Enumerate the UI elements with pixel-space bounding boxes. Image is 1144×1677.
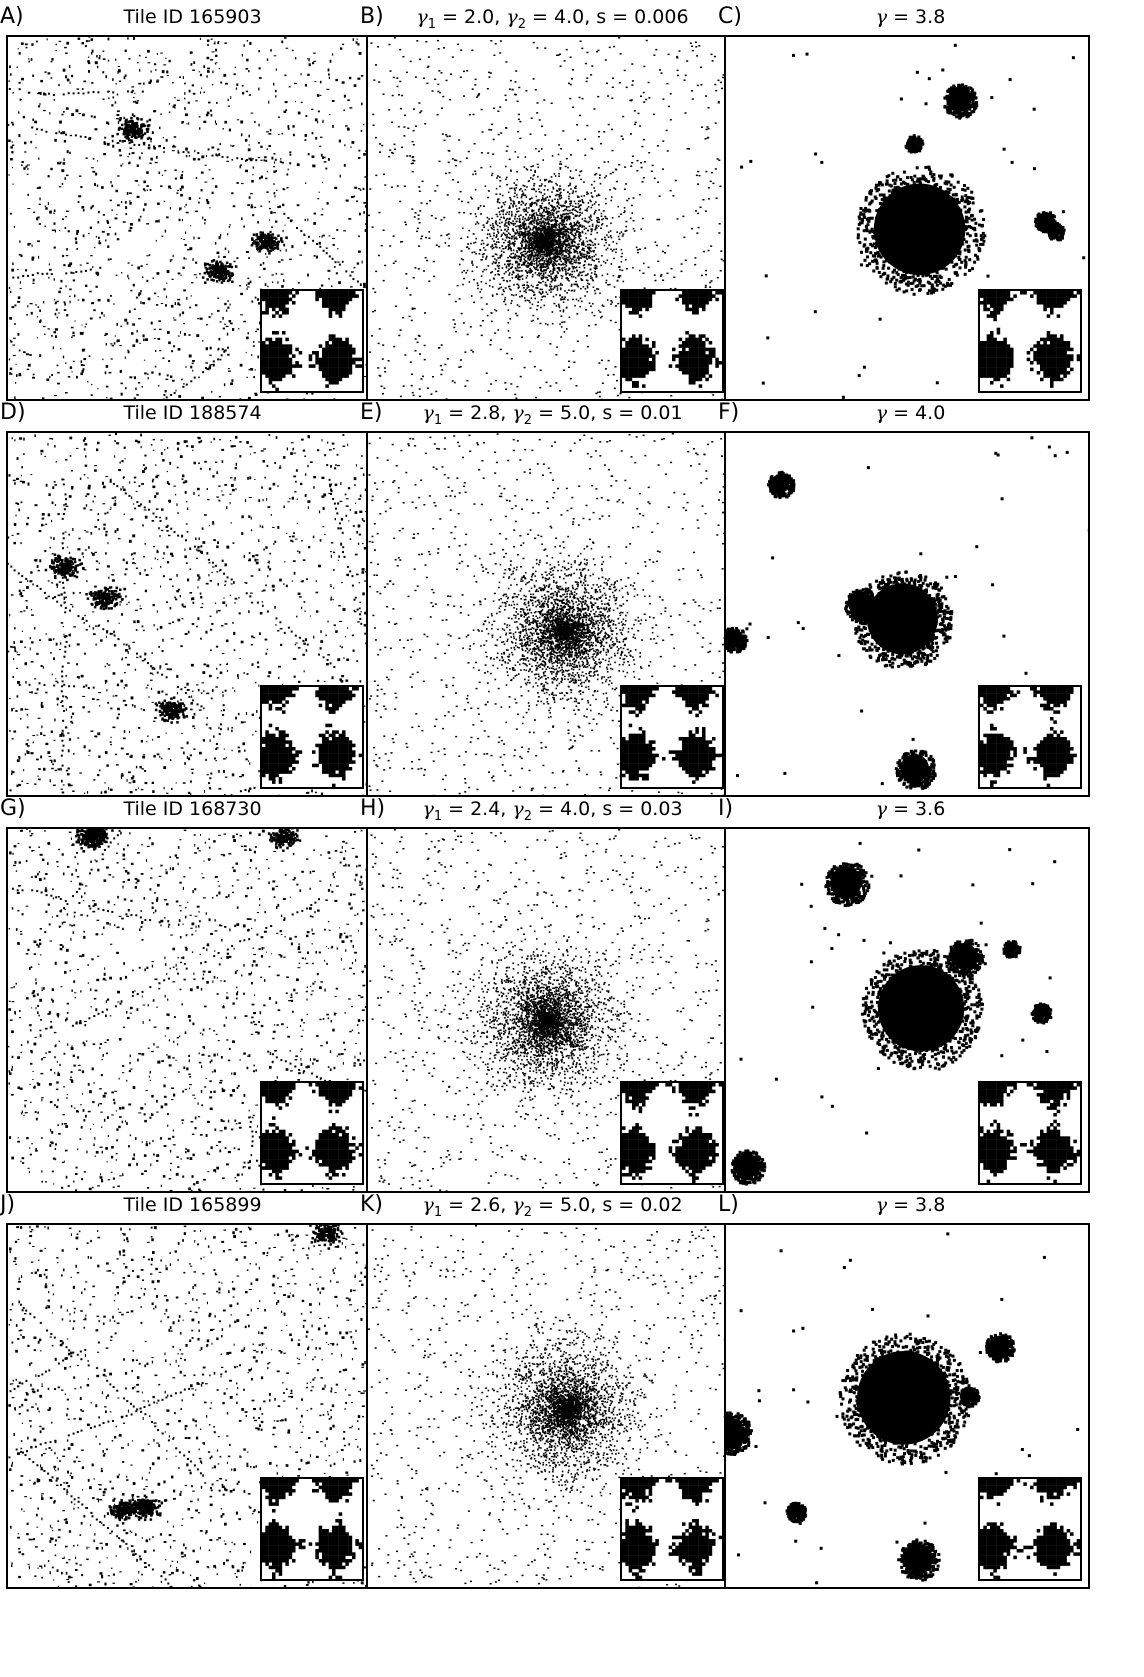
settlement-pattern (726, 436, 1088, 790)
panel-label: A) (0, 4, 24, 29)
panel-title: γ1 = 2.8, γ2 = 5.0, s = 0.01 (360, 402, 745, 428)
panel-label: D) (0, 400, 26, 425)
panel-label: K) (360, 1192, 383, 1217)
panel-label: F) (718, 400, 739, 425)
figure-panel: G) Tile ID 168730 (0, 792, 385, 1214)
figure-panel: L) γ = 3.8 (718, 1188, 1103, 1610)
figure-panel: K) γ1 = 2.6, γ2 = 5.0, s = 0.02 (360, 1188, 745, 1610)
zoom-inset (260, 685, 364, 789)
zoom-inset (260, 289, 364, 393)
panel-map-image (6, 35, 372, 401)
panel-label: J) (0, 1192, 15, 1217)
panel-title: γ = 3.8 (718, 6, 1103, 28)
inset-pattern (262, 687, 362, 787)
zoom-inset (620, 1477, 724, 1581)
panel-title: γ1 = 2.0, γ2 = 4.0, s = 0.006 (360, 6, 745, 32)
figure-panel: F) γ = 4.0 (718, 396, 1103, 818)
panel-title: Tile ID 168730 (0, 798, 385, 820)
zoom-inset (620, 685, 724, 789)
inset-pattern (262, 1083, 362, 1180)
zoom-inset (978, 289, 1082, 393)
panel-label: E) (360, 400, 382, 425)
figure-panel: A) Tile ID 165903 (0, 0, 385, 422)
settlement-pattern (8, 829, 370, 1191)
panel-title: γ = 4.0 (718, 402, 1103, 424)
panel-label: L) (718, 1192, 739, 1217)
panel-title: Tile ID 165903 (0, 6, 385, 28)
panel-title: Tile ID 188574 (0, 402, 385, 424)
panel-label: B) (360, 4, 384, 29)
settlement-pattern (740, 43, 1086, 399)
panel-map-image (6, 431, 372, 797)
settlement-pattern (368, 1225, 730, 1587)
panel-map-image (366, 431, 732, 797)
panel-map-image (724, 35, 1090, 401)
inset-pattern (622, 687, 722, 784)
panel-title: Tile ID 165899 (0, 1194, 385, 1216)
figure-panel: E) γ1 = 2.8, γ2 = 5.0, s = 0.01 (360, 396, 745, 818)
panel-title: γ = 3.6 (718, 798, 1103, 820)
settlement-pattern (368, 433, 730, 795)
settlement-pattern (8, 1225, 370, 1587)
zoom-inset (978, 1477, 1082, 1581)
settlement-pattern (368, 37, 730, 399)
figure-panel: H) γ1 = 2.4, γ2 = 4.0, s = 0.03 (360, 792, 745, 1214)
zoom-inset (620, 1081, 724, 1185)
panel-label: H) (360, 796, 385, 821)
inset-pattern (262, 1479, 362, 1579)
panel-title: γ1 = 2.4, γ2 = 4.0, s = 0.03 (360, 798, 745, 824)
zoom-inset (260, 1081, 364, 1185)
panel-title: γ1 = 2.6, γ2 = 5.0, s = 0.02 (360, 1194, 745, 1220)
panel-map-image (366, 1223, 732, 1589)
panel-map-image (724, 827, 1090, 1193)
panel-label: G) (0, 796, 26, 821)
inset-pattern (980, 1083, 1080, 1183)
panel-map-image (366, 827, 732, 1193)
figure-panel: D) Tile ID 188574 (0, 396, 385, 818)
zoom-inset (620, 289, 724, 393)
inset-pattern (980, 291, 1080, 388)
inset-pattern (980, 1479, 1080, 1579)
panel-label: C) (718, 4, 742, 29)
panel-label: I) (718, 796, 733, 821)
panel-map-image (724, 431, 1090, 797)
inset-pattern (622, 291, 722, 388)
panel-map-image (6, 1223, 372, 1589)
figure-panel: J) Tile ID 165899 (0, 1188, 385, 1610)
panel-title: γ = 3.8 (718, 1194, 1103, 1216)
inset-pattern (622, 1479, 722, 1579)
inset-pattern (262, 291, 362, 391)
figure-panel: B) γ1 = 2.0, γ2 = 4.0, s = 0.006 (360, 0, 745, 422)
panel-map-image (6, 827, 372, 1193)
figure-panel: I) γ = 3.6 (718, 792, 1103, 1214)
zoom-inset (260, 1477, 364, 1581)
settlement-pattern (726, 1232, 1080, 1585)
panel-map-image (724, 1223, 1090, 1589)
panel-map-image (366, 35, 732, 401)
zoom-inset (978, 1081, 1082, 1185)
inset-pattern (980, 687, 1077, 787)
zoom-inset (978, 685, 1082, 789)
figure-panel: C) γ = 3.8 (718, 0, 1103, 422)
inset-pattern (622, 1083, 722, 1183)
